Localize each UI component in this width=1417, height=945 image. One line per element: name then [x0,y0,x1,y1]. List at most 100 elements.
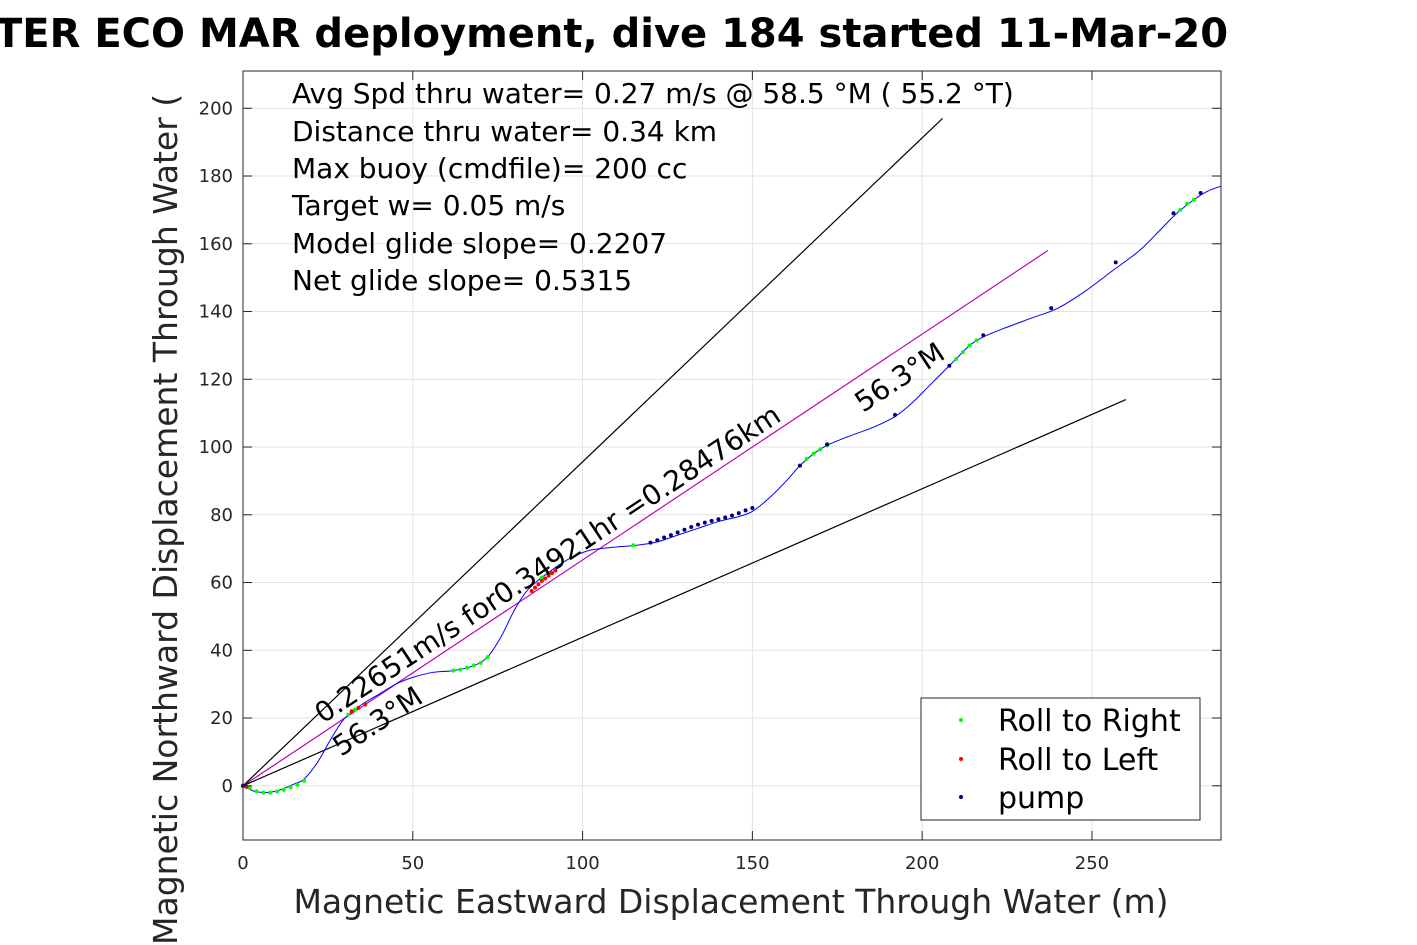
point-pump [716,517,721,522]
info-line-net-glide: Net glide slope= 0.5315 [292,264,632,297]
point-roll-to-right [346,712,351,717]
point-pump [947,363,952,368]
info-line-avg-speed: Avg Spd thru water= 0.27 m/s @ 58.5 °M (… [292,77,1014,110]
legend-label-roll-right: Roll to Right [998,704,1181,739]
point-roll-to-right [458,667,463,672]
point-roll-to-right [811,451,816,456]
point-roll-to-left [546,573,551,578]
y-tick-label: 120 [199,369,233,390]
info-box: Avg Spd thru water= 0.27 m/s @ 58.5 °M (… [291,77,1014,297]
dive-track-line [242,185,1222,794]
point-pump [696,522,701,527]
point-pump [682,527,687,532]
point-roll-to-right [302,778,307,783]
point-roll-to-right [274,789,279,794]
point-pump [730,513,734,518]
reference-lines [242,117,1127,787]
point-roll-to-right [295,782,300,787]
x-axis-label: Magnetic Eastward Displacement Through W… [293,882,1168,921]
point-roll-to-left [363,702,368,707]
point-pump [709,518,714,523]
legend-marker-pump [959,795,963,799]
point-roll-to-right [268,790,273,795]
point-roll-to-right [485,655,490,660]
point-pump [668,533,673,538]
point-roll-to-right [288,785,293,790]
point-roll-to-right [478,660,483,665]
y-tick-label: 80 [210,505,233,526]
point-roll-to-left [349,709,354,714]
point-pump [655,538,660,543]
axis-ticks: 0 50 100 150 200 250 0 20 40 60 80 100 120 140 160 180 2… [199,71,1221,874]
y-tick-label: 140 [199,302,233,323]
point-pump [648,540,653,545]
point-roll-to-right [281,787,286,792]
point-roll-to-right [967,343,972,348]
point-pump [893,412,897,417]
point-roll-to-right [954,356,959,361]
point-roll-to-right [539,575,544,580]
x-tick-label: 150 [735,853,769,874]
point-roll-to-left [539,578,544,583]
point-roll-to-right [471,663,476,668]
info-line-model-glide: Model glide slope= 0.2207 [292,227,667,260]
point-pump [981,333,986,338]
y-tick-label: 180 [199,166,233,187]
point-roll-to-right [261,790,266,795]
point-pump [675,530,680,535]
point-roll-to-right [1185,201,1190,206]
data-points [241,190,1203,795]
point-pump [1171,211,1176,216]
point-roll-to-right [631,543,636,548]
point-pump [1113,260,1118,265]
legend-box [920,697,1201,821]
point-pump [797,463,802,468]
point-roll-to-left [553,568,558,573]
point-roll-to-right [804,456,809,461]
x-tick-label: 50 [401,853,424,874]
chart-title: TER ECO MAR deployment, dive 184 started… [0,11,1228,57]
point-roll-to-left [356,705,361,710]
point-pump [662,535,667,540]
info-line-target-w: Target w= 0.05 m/s [291,189,565,222]
legend: Roll to Right Roll to Left pump [920,697,1201,821]
legend-label-pump: pump [998,781,1084,816]
point-pump [736,511,741,516]
y-tick-label: 60 [210,573,233,594]
point-roll-to-left [536,582,541,587]
x-tick-label: 0 [237,853,248,874]
info-line-max-buoy: Max buoy (cmdfile)= 200 cc [292,152,687,185]
y-axis-label: Magnetic Northward Displacement Through … [146,94,185,945]
plot-frame [242,70,1222,841]
legend-marker-roll-left [959,757,963,761]
y-tick-label: 40 [210,640,233,661]
reference-line-lower [242,399,1127,787]
point-roll-to-right [960,350,965,355]
point-pump [723,515,728,520]
y-tick-label: 160 [199,234,233,255]
y-tick-label: 100 [199,437,233,458]
legend-label-roll-left: Roll to Left [998,743,1158,778]
y-tick-label: 200 [199,98,233,119]
reference-line-upper [242,117,943,787]
x-tick-label: 250 [1075,853,1109,874]
point-pump [743,508,748,513]
y-tick-label: 0 [222,776,233,797]
point-roll-to-right [247,785,252,790]
point-roll-to-right [254,789,259,794]
point-roll-to-left [550,571,555,576]
x-tick-label: 100 [565,853,599,874]
point-roll-to-right [974,338,979,343]
point-pump [1198,190,1203,195]
point-roll-to-right [465,665,470,670]
reference-line-mean-course [242,250,1049,787]
point-pump [750,506,755,511]
point-pump [702,520,707,525]
point-pump [689,524,694,529]
point-roll-to-left [543,576,548,581]
point-pump [825,442,830,447]
point-roll-to-right [353,707,358,712]
point-roll-to-left [529,589,534,594]
point-roll-to-right [1178,207,1183,212]
